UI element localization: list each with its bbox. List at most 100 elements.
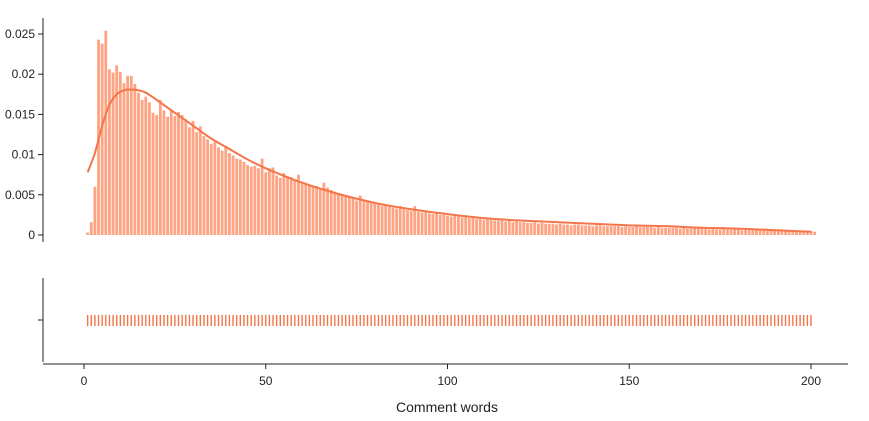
histogram-bar: [86, 232, 90, 235]
histogram-bar: [456, 216, 460, 235]
histogram-bar: [613, 226, 617, 235]
histogram-bar: [798, 230, 802, 235]
histogram-bar: [213, 141, 217, 235]
histogram-bar: [606, 226, 609, 235]
histogram-bar: [736, 229, 740, 235]
x-axis-title: Comment words: [396, 399, 498, 415]
histogram-bar: [286, 176, 289, 235]
histogram-bar: [151, 112, 155, 235]
histogram-bar: [318, 188, 322, 235]
histogram-bar: [198, 126, 202, 235]
histogram-bar: [544, 223, 548, 235]
histogram-bar: [344, 195, 348, 235]
histogram-bar: [722, 228, 726, 235]
histogram-bar: [646, 226, 649, 235]
histogram-bar: [627, 226, 631, 235]
rug-marks: [86, 315, 812, 326]
histogram-bar: [442, 214, 446, 235]
histogram-bar: [100, 43, 104, 236]
histogram-bar: [773, 230, 777, 235]
histogram-bar: [449, 216, 453, 235]
histogram-bar: [191, 120, 195, 235]
histogram-bar: [635, 226, 638, 235]
histogram-bar: [584, 225, 588, 235]
histogram-bar: [562, 224, 566, 235]
histogram-bar: [685, 228, 689, 235]
histogram-bar: [693, 227, 697, 235]
histogram-bar: [464, 217, 468, 235]
y-tick-label: 0.025: [5, 27, 35, 41]
histogram-bar: [409, 210, 413, 235]
histogram-bar: [755, 230, 758, 235]
histogram-bar: [500, 220, 504, 235]
histogram-bar: [202, 136, 206, 235]
histogram-bar: [435, 212, 439, 235]
histogram-bar: [155, 115, 159, 235]
histogram-bar: [300, 181, 304, 235]
histogram-bar: [326, 187, 329, 235]
histogram-bar: [762, 230, 766, 235]
histogram-bar: [467, 218, 471, 235]
histogram-bar: [166, 116, 170, 235]
histogram-bar: [362, 199, 366, 235]
histogram-bar: [267, 168, 271, 235]
histogram-bar: [282, 173, 286, 235]
histogram-bar: [747, 229, 751, 235]
histogram-bar: [355, 200, 359, 235]
histogram-bar: [351, 197, 355, 235]
histogram-bar: [315, 185, 319, 235]
histogram-bar: [453, 214, 457, 235]
histogram-bar: [540, 222, 544, 235]
histogram-bar: [377, 204, 380, 235]
histogram-bar: [398, 206, 402, 235]
histogram-bar: [471, 218, 475, 235]
histogram-bar: [391, 207, 395, 235]
histogram-bar: [751, 230, 755, 235]
histogram-bar: [795, 230, 798, 235]
histogram-bar: [337, 193, 340, 235]
histogram-bar: [569, 225, 573, 235]
histogram-bar: [395, 208, 399, 235]
histogram-bar: [533, 222, 537, 235]
histogram-bar: [653, 227, 657, 235]
histogram-bar: [609, 226, 613, 235]
histogram-bar: [438, 214, 442, 235]
histogram-bar: [587, 225, 591, 235]
histogram-bar: [667, 227, 671, 235]
histogram-bar: [347, 196, 351, 235]
histogram-bar: [108, 69, 111, 235]
histogram-bar: [511, 222, 515, 235]
histogram-bar: [169, 109, 173, 235]
histogram-bar: [566, 224, 569, 235]
histogram-bar: [104, 30, 108, 236]
histogram-bar: [257, 168, 260, 235]
y-tick-label: 0.005: [5, 188, 35, 202]
histogram-bar: [740, 230, 744, 235]
y-tick-label: 0.02: [12, 67, 36, 81]
x-axis-ticks: 0 50 100 150 200: [81, 364, 821, 388]
histogram-bar: [340, 194, 344, 235]
histogram-bar: [660, 227, 664, 235]
histogram-bar: [675, 227, 678, 235]
histogram-bar: [264, 172, 268, 235]
histogram-bar: [707, 229, 711, 235]
histogram-bar: [620, 226, 624, 235]
histogram-bar: [140, 99, 144, 236]
histogram-bar: [547, 223, 551, 235]
histogram-bar: [813, 231, 817, 235]
histogram-bar: [307, 185, 311, 235]
histogram-bar: [380, 205, 384, 235]
histogram-bar: [420, 212, 424, 235]
histogram-bar: [424, 211, 428, 235]
histogram-bar: [624, 226, 628, 235]
histogram-bar: [580, 225, 584, 235]
histogram-bar: [144, 96, 148, 236]
histogram-bar: [111, 72, 115, 235]
y-tick-label: 0.015: [5, 107, 35, 121]
histogram-bar: [522, 222, 526, 235]
histogram-bar: [733, 229, 737, 235]
histogram-bar: [329, 189, 333, 235]
histogram-bar: [711, 228, 715, 235]
histogram-bar: [89, 222, 93, 235]
histogram-bar: [137, 92, 140, 235]
